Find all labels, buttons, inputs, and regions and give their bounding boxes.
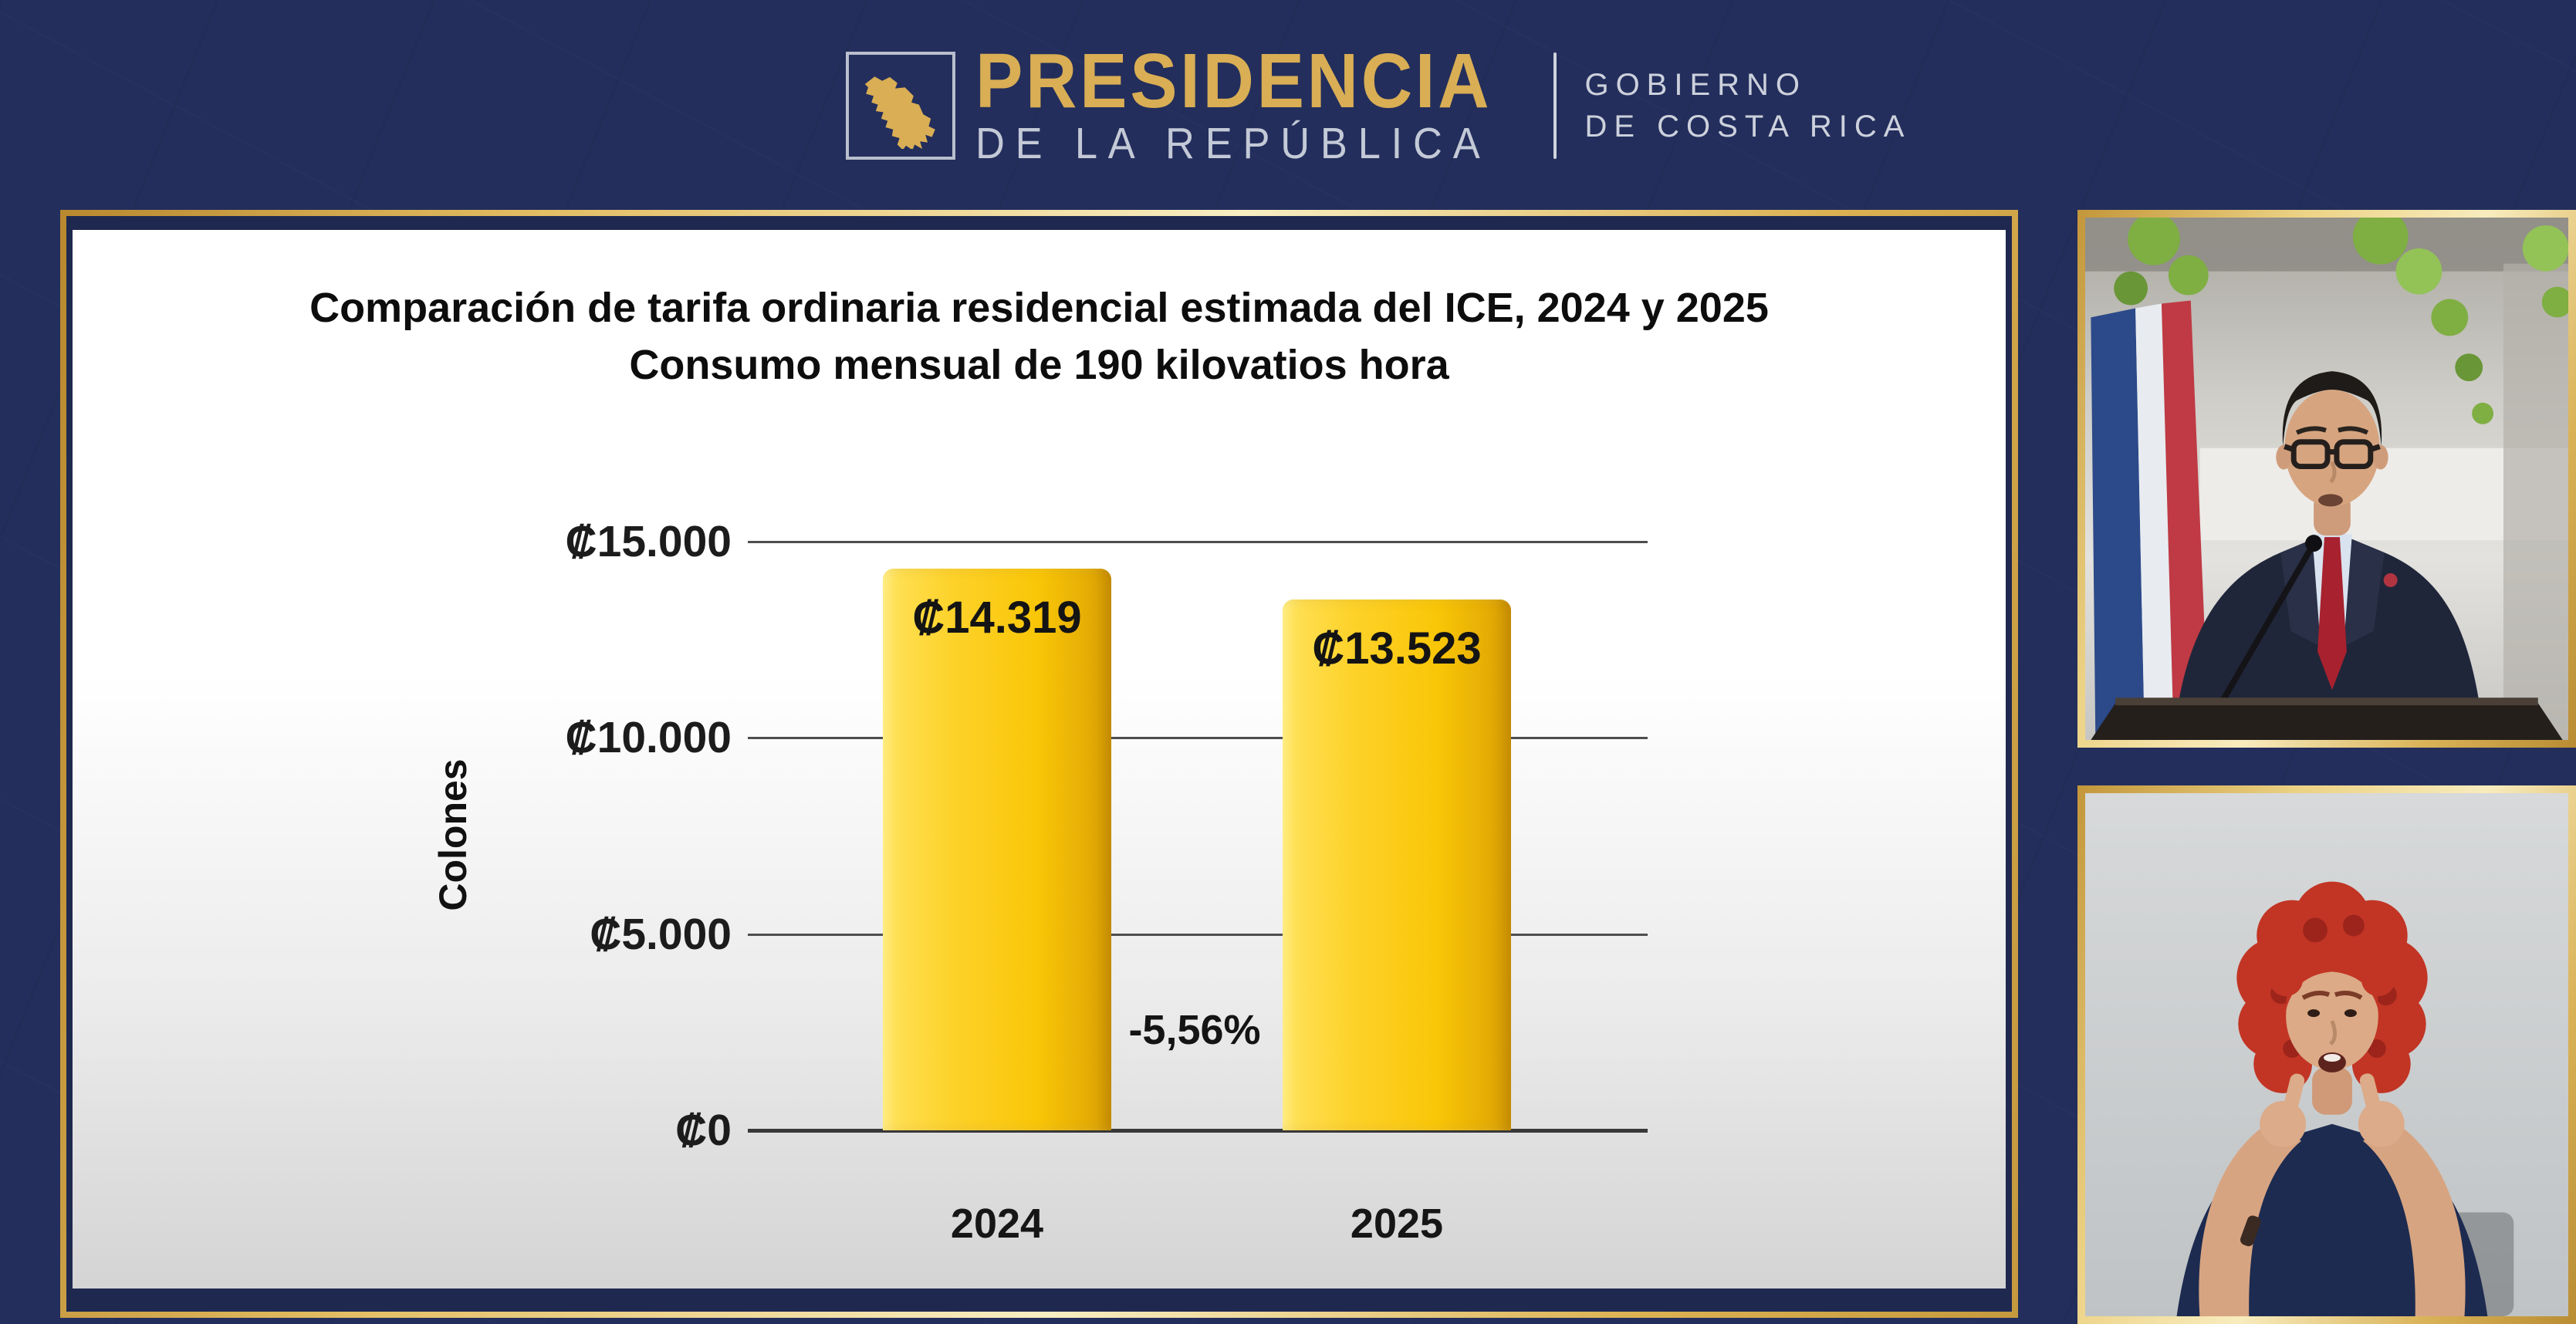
interpreter-illustration [2085,793,2568,1316]
x-tick-label: 2024 [950,1201,1044,1247]
header-brand: PRESIDENCIA DE LA REPÚBLICA GOBIERNO DE … [846,42,1911,167]
x-axis-line [748,1129,1648,1133]
speaker-illustration [2085,218,2568,740]
gov-line1: GOBIERNO [1584,68,1807,102]
y-tick-label: ₡10.000 [565,713,732,762]
change-annotation: -5,56% [1128,1007,1261,1053]
slide-card: Comparación de tarifa ordinaria residenc… [60,210,2018,1318]
slide-card-inner-frame: Comparación de tarifa ordinaria residenc… [66,216,2012,1312]
gridline [748,737,1648,739]
bar-2025 [1283,600,1511,1130]
speaker-video [2085,218,2568,740]
speaker-video-panel [2077,210,2576,748]
gridline [748,934,1648,936]
gov-line2: DE COSTA RICA [1584,110,1912,144]
costa-rica-map-icon [846,52,955,160]
interpreter-video-panel [2077,785,2576,1324]
bar-value-label: ₡14.319 [912,593,1082,643]
x-tick-label: 2025 [1350,1201,1444,1247]
interpreter-video [2085,793,2568,1316]
brand-divider [1553,52,1557,159]
chart-area: Comparación de tarifa ordinaria residenc… [73,230,2006,1289]
brand-text: PRESIDENCIA DE LA REPÚBLICA [975,38,1536,168]
chart-title-line2: Consumo mensual de 190 kilovatios hora [629,342,1449,388]
bar-value-label: ₡13.523 [1312,623,1482,674]
brand-subtitle: DE LA REPÚBLICA [975,119,1491,168]
y-tick-label: ₡0 [675,1106,732,1155]
y-tick-label: ₡15.000 [565,517,732,566]
government-label: GOBIERNO DE COSTA RICA [1584,64,1911,147]
gridline [748,541,1648,543]
bar-2024 [883,569,1111,1130]
brand-title: PRESIDENCIA [975,38,1493,124]
chart-title-line1: Comparación de tarifa ordinaria residenc… [309,285,1769,331]
chart-title: Comparación de tarifa ordinaria residenc… [73,279,2006,393]
y-tick-label: ₡5.000 [590,910,732,959]
bar-chart-plot: ₡15.000 ₡10.000 ₡5.000 ₡0 ₡14.319 2024 ₡13.523… [73,230,2006,1289]
